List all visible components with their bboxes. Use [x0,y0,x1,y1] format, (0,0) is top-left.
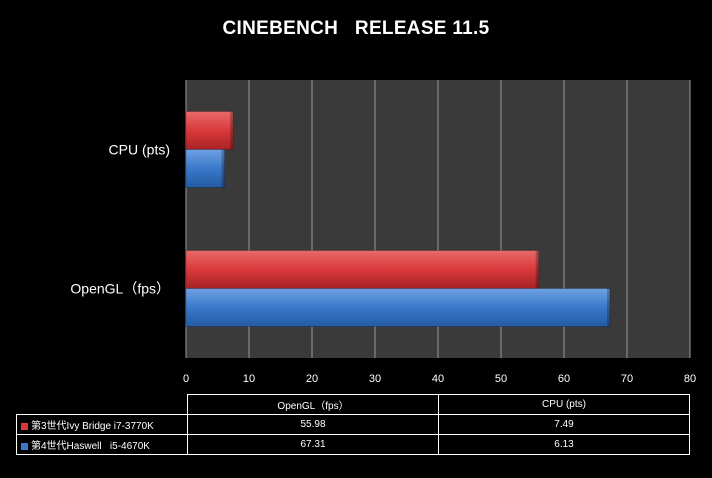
legend-swatch-blue [21,442,28,450]
bar [185,149,225,188]
table-header-cpu: CPU (pts) [438,394,690,415]
row-label: 第3世代Ivy Bridge i7-3770K [31,421,154,432]
table-cell: 55.98 [187,414,439,435]
table-row: 第4世代Haswell i5-4670K 67.31 6.13 [16,434,690,455]
x-tick-label: 20 [306,373,318,385]
x-tick-label: 30 [369,373,381,385]
data-table: OpenGL（fps） CPU (pts) 第3世代Ivy Bridge i7-… [16,394,690,455]
category-label: CPU (pts) [109,142,170,158]
table-row: 第3世代Ivy Bridge i7-3770K 55.98 7.49 [16,414,690,435]
legend-swatch-red [21,422,28,430]
bar-edge [221,149,225,188]
table-header-row: OpenGL（fps） CPU (pts) [17,394,690,415]
x-tick-label: 10 [243,373,255,385]
bar-edge [230,111,234,150]
bar-edge [607,288,611,327]
table-corner [17,395,188,415]
bar [185,250,539,289]
legend-entry-haswell: 第4世代Haswell i5-4670K [16,434,188,455]
x-tick-label: 0 [183,373,189,385]
row-label: 第4世代Haswell i5-4670K [31,441,150,452]
legend-entry-ivy-bridge: 第3世代Ivy Bridge i7-3770K [16,414,188,435]
x-tick-label: 50 [495,373,507,385]
category-label: OpenGL（fps） [70,281,170,297]
bar-edge [535,250,539,289]
table-header-opengl: OpenGL（fps） [187,394,439,415]
table-cell: 67.31 [187,434,439,455]
table-cell: 7.49 [438,414,690,435]
x-tick-label: 80 [684,373,696,385]
chart-title: CINEBENCH RELEASE 11.5 [222,18,490,39]
x-tick-label: 70 [621,373,633,385]
bar [185,111,234,150]
bar [185,288,611,327]
table-cell: 6.13 [438,434,690,455]
x-tick-label: 60 [558,373,570,385]
x-tick-label: 40 [432,373,444,385]
